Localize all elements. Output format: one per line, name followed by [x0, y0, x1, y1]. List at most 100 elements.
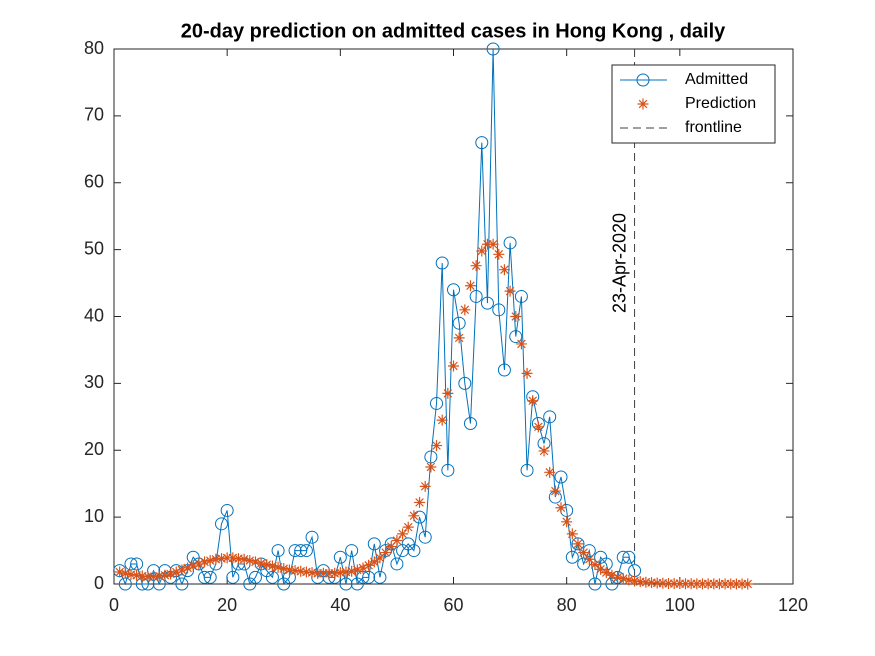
data-point	[345, 544, 359, 558]
data-point	[299, 544, 313, 558]
data-point	[271, 544, 285, 558]
data-point	[114, 566, 126, 578]
data-point	[514, 289, 528, 303]
data-point	[497, 363, 511, 377]
data-point	[408, 510, 420, 522]
data-point	[742, 578, 754, 590]
data-point	[272, 561, 284, 573]
data-point	[713, 578, 725, 590]
x-tick-label: 40	[330, 595, 350, 615]
data-point	[165, 568, 177, 580]
data-point	[374, 552, 386, 564]
y-tick-label: 60	[84, 172, 104, 192]
data-point	[510, 311, 522, 322]
data-point	[708, 578, 720, 590]
data-point	[719, 578, 731, 590]
y-tick-label: 40	[84, 305, 104, 325]
data-point	[294, 544, 308, 558]
data-point	[640, 576, 652, 588]
data-point	[509, 330, 523, 344]
data-point	[357, 562, 369, 574]
data-point	[261, 559, 273, 571]
data-point	[589, 559, 601, 571]
y-tick-label: 30	[84, 372, 104, 392]
data-point	[600, 567, 612, 579]
x-tick-label: 60	[443, 595, 463, 615]
data-point	[317, 567, 329, 579]
data-point	[679, 578, 691, 590]
data-point	[464, 280, 476, 292]
data-point	[555, 502, 567, 514]
data-point	[159, 569, 171, 581]
data-point	[176, 564, 188, 576]
data-point	[481, 238, 493, 250]
data-point	[436, 414, 448, 426]
data-point	[199, 556, 211, 568]
x-tick-label: 20	[217, 595, 237, 615]
data-point	[125, 569, 137, 581]
data-point	[249, 556, 261, 568]
data-point	[606, 569, 618, 581]
data-point	[305, 530, 319, 544]
data-point	[476, 245, 488, 257]
data-point	[453, 332, 465, 344]
y-tick-label: 0	[94, 573, 104, 593]
data-point	[480, 296, 494, 310]
data-point	[503, 236, 517, 250]
data-point	[193, 558, 205, 570]
data-point	[657, 577, 669, 589]
data-point	[441, 463, 455, 477]
data-point	[651, 577, 663, 589]
data-point	[363, 559, 375, 571]
data-point	[391, 535, 403, 547]
data-point	[153, 570, 165, 582]
data-point	[385, 541, 397, 553]
data-point	[431, 440, 443, 452]
data-point	[362, 570, 376, 584]
data-point	[736, 578, 748, 590]
data-point	[373, 570, 387, 584]
data-point	[288, 544, 302, 558]
data-point	[544, 466, 556, 478]
data-point	[668, 578, 680, 590]
data-point	[492, 303, 506, 317]
data-point	[227, 552, 239, 564]
data-point	[204, 555, 216, 567]
data-point	[215, 517, 229, 531]
data-point	[170, 566, 182, 578]
data-point	[685, 578, 697, 590]
data-point	[616, 550, 630, 564]
data-point	[634, 576, 646, 588]
data-point	[486, 42, 500, 56]
data-point	[452, 316, 466, 330]
frontline-label: 23-Apr-2020	[609, 213, 629, 313]
x-tick-label: 100	[665, 595, 695, 615]
data-point	[646, 577, 658, 589]
data-point	[617, 573, 629, 585]
legend-label: Admitted	[685, 71, 748, 88]
data-point	[458, 376, 472, 390]
data-point	[220, 503, 234, 517]
data-point	[278, 563, 290, 575]
data-point	[475, 136, 489, 150]
chart-title: 20-day prediction on admitted cases in H…	[181, 20, 726, 42]
x-tick-label: 80	[557, 595, 577, 615]
data-point	[663, 577, 675, 589]
data-point	[306, 567, 318, 579]
data-point	[532, 421, 544, 433]
data-point	[470, 260, 482, 272]
data-point	[131, 569, 143, 581]
data-point	[493, 248, 505, 260]
data-point	[691, 578, 703, 590]
data-point	[629, 575, 641, 587]
x-tick-label: 120	[778, 595, 808, 615]
data-point	[368, 556, 380, 568]
data-point	[334, 567, 346, 579]
data-point	[623, 574, 635, 586]
data-point	[730, 578, 742, 590]
data-point	[351, 564, 363, 576]
legend-label: frontline	[685, 119, 742, 136]
data-point	[248, 570, 262, 584]
